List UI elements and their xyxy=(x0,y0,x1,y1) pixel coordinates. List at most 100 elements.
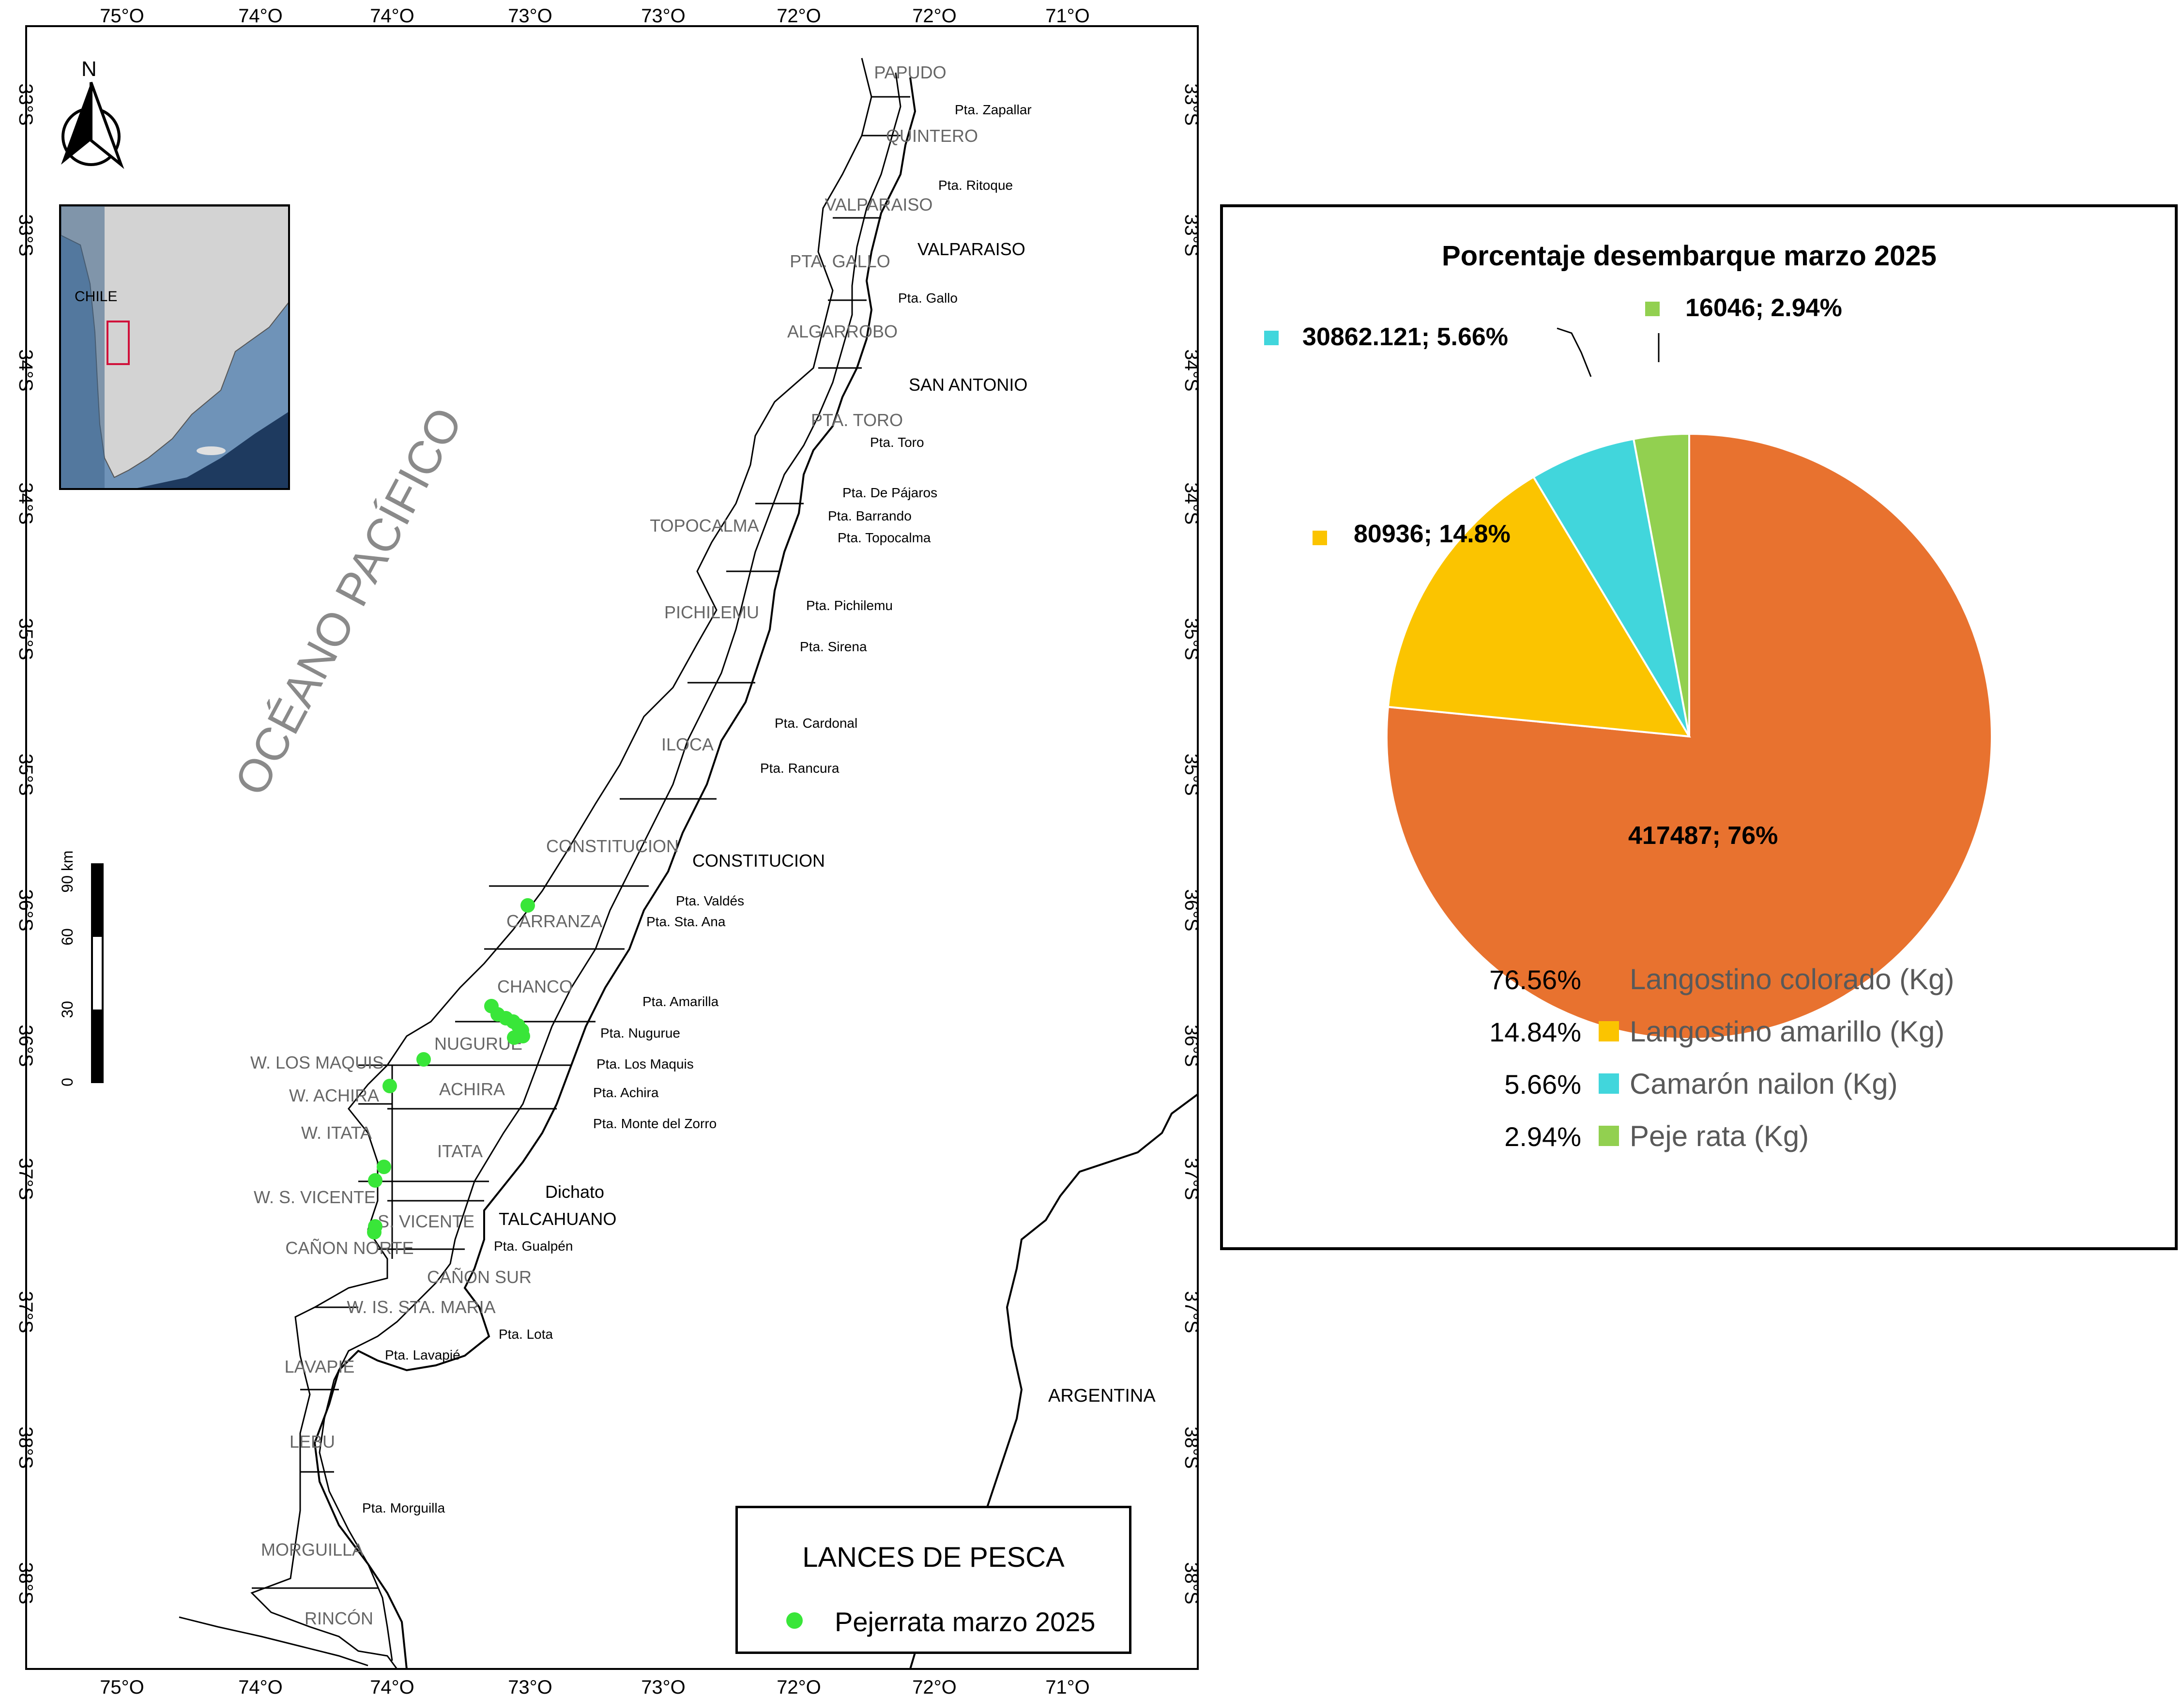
longitude-ticks: 75°O 75°O 74°O 74°O 74°O 74°O 73°O 73°O 73°O 73°O… xyxy=(100,5,1090,1698)
zone-label: CAÑON SUR xyxy=(427,1267,532,1287)
haul-dot xyxy=(520,898,535,913)
map-legend-item: Pejerrata marzo 2025 xyxy=(835,1606,1096,1637)
pie-legend-percent: 5.66% xyxy=(1504,1069,1581,1100)
zone-label: W. ITATA xyxy=(301,1123,372,1143)
headland-label: Pta. Topocalma xyxy=(838,530,931,545)
pie-legend-percent: 14.84% xyxy=(1489,1017,1581,1047)
lon-tick-bottom-label: 73°O xyxy=(508,1677,552,1698)
lat-tick-right-label: 36°S xyxy=(1181,1025,1202,1067)
lon-tick-bottom-label: 74°O xyxy=(238,1677,283,1698)
lat-tick-right-label: 34°S xyxy=(1181,349,1202,391)
zone-label: ITATA xyxy=(437,1141,483,1161)
zone-label: LAVAPIE xyxy=(285,1357,355,1377)
pie-slice xyxy=(1386,432,1993,1040)
lat-tick-right-label: 36°S xyxy=(1181,889,1202,931)
haul-dots xyxy=(367,898,535,1239)
headland-label: Pta. Monte del Zorro xyxy=(593,1116,717,1131)
lat-tick-right-label: 35°S xyxy=(1181,753,1202,795)
lat-tick-right-label: 33°S xyxy=(1181,214,1202,256)
zone-label: W. S. VICENTE xyxy=(254,1187,376,1207)
lat-tick-right-label: 37°S xyxy=(1181,1158,1202,1200)
lat-tick-left-label: 35°S xyxy=(15,753,36,795)
lon-tick-top-label: 74°O xyxy=(238,5,283,27)
headland-label: Pta. Sta. Ana xyxy=(646,914,726,929)
lon-tick-top-label: 73°O xyxy=(641,5,686,27)
pie-slices xyxy=(1386,432,1993,1040)
lat-tick-left-label: 34°S xyxy=(15,482,36,524)
zone-label: ALGARROBO xyxy=(787,321,898,341)
zone-label: W. ACHIRA xyxy=(289,1086,379,1105)
lon-tick-top-label: 73°O xyxy=(508,5,552,27)
zone-label: VALPARAISO xyxy=(825,195,933,214)
zone-label: CHANCO xyxy=(497,977,573,996)
pie-legend-label: Peje rata (Kg) xyxy=(1630,1120,1809,1152)
pie-slice xyxy=(1532,438,1690,737)
lat-tick-left-label: 34°S xyxy=(15,349,36,391)
zone-label: CONSTITUCION xyxy=(546,836,679,856)
pie-chart-panel: Porcentaje desembarque marzo 2025 417487… xyxy=(1220,204,2178,1250)
zone-label: MORGUILLA xyxy=(261,1540,364,1560)
lon-tick-top-label: 71°O xyxy=(1045,5,1090,27)
headland-label: Pta. Pichilemu xyxy=(806,598,893,613)
headland-label: Pta. Sirena xyxy=(800,639,867,654)
zone-label: LEBU xyxy=(290,1432,335,1452)
lat-tick-left-label: 36°S xyxy=(15,1025,36,1067)
zone-label: RINCÓN xyxy=(305,1608,373,1628)
headland-label: Pta. Ritoque xyxy=(938,178,1013,193)
pie-slice xyxy=(1632,432,1690,737)
zone-label: ILOCA xyxy=(661,734,714,754)
lon-tick-bottom-label: 71°O xyxy=(1045,1677,1090,1698)
pie-leader-lines xyxy=(1557,327,1660,377)
pie-legend-swatch xyxy=(1599,969,1619,989)
headland-label: Pta. Zapallar xyxy=(955,102,1032,117)
scale-bar-tick-0: 0 xyxy=(59,1078,76,1086)
inset-map: CHILE xyxy=(59,204,290,490)
pie-legend-percent: 76.56% xyxy=(1489,964,1581,995)
city-label: CONSTITUCION xyxy=(692,851,825,871)
zone-label: PICHILEMU xyxy=(664,602,759,622)
zone-labels: PAPUDO QUINTERO VALPARAISO PTA. GALLO ALGARR… xyxy=(250,62,978,1628)
zone-label: PTA. TORO xyxy=(811,410,903,430)
lat-tick-left-label: 38°S xyxy=(15,1562,36,1604)
haul-dot xyxy=(382,1079,397,1093)
haul-dot xyxy=(377,1160,391,1174)
map-legend-title: LANCES DE PESCA xyxy=(802,1542,1065,1573)
inset-ocean-south xyxy=(137,412,288,488)
map-svg: OCÉANO PACÍFICO ARGENTINA 75°O75°O74°O74… xyxy=(15,5,1202,1698)
headland-label: Pta. De Pájaros xyxy=(842,485,937,500)
lat-tick-left-label: 37°S xyxy=(15,1158,36,1200)
zone-label: CARRANZA xyxy=(506,911,602,931)
headland-label: Pta. Lota xyxy=(499,1327,553,1342)
inset-country-label: CHILE xyxy=(75,289,118,305)
pie-data-label: 30862.121; 5.66% xyxy=(1302,323,1508,351)
haul-dot xyxy=(507,1030,521,1045)
inset-svg xyxy=(61,206,288,488)
pie-data-label-marker xyxy=(1264,331,1279,345)
pie-data-label: 417487; 76% xyxy=(1628,822,1778,850)
headland-label: Pta. Nugurue xyxy=(600,1025,680,1040)
pie-legend-label: Camarón nailon (Kg) xyxy=(1630,1068,1898,1100)
north-label: N xyxy=(81,57,97,81)
pie-legend-label: Langostino colorado (Kg) xyxy=(1630,963,1954,995)
headland-label: Pta. Gallo xyxy=(898,291,958,306)
zone-label: PTA. GALLO xyxy=(790,251,890,271)
headland-label: Pta. Morguilla xyxy=(362,1500,445,1515)
city-label: SAN ANTONIO xyxy=(909,375,1027,395)
headland-label: Pta. Cardonal xyxy=(775,716,857,731)
chart-title: Porcentaje desembarque marzo 2025 xyxy=(1442,240,1937,272)
pie-data-label-marker xyxy=(1313,531,1327,545)
zone-dividers xyxy=(252,96,910,1589)
pie-legend-swatch xyxy=(1599,1021,1619,1041)
shelf-outer-line xyxy=(250,58,872,1669)
lon-tick-top-label: 72°O xyxy=(777,5,821,27)
lat-tick-right-label: 38°S xyxy=(1181,1426,1202,1469)
headland-label: Pta. Los Maquis xyxy=(596,1056,694,1071)
haul-dot-icon xyxy=(786,1612,803,1629)
lat-tick-left-label: 37°S xyxy=(15,1291,36,1333)
map-legend: LANCES DE PESCA Pejerrata marzo 2025 xyxy=(735,1506,1131,1654)
scale-bar-tick-30: 30 xyxy=(59,1001,76,1018)
pie-legend-swatch xyxy=(1599,1073,1619,1094)
lon-tick-top-label: 75°O xyxy=(100,5,144,27)
haul-dot xyxy=(368,1173,382,1188)
pie-legend-swatch xyxy=(1599,1126,1619,1146)
